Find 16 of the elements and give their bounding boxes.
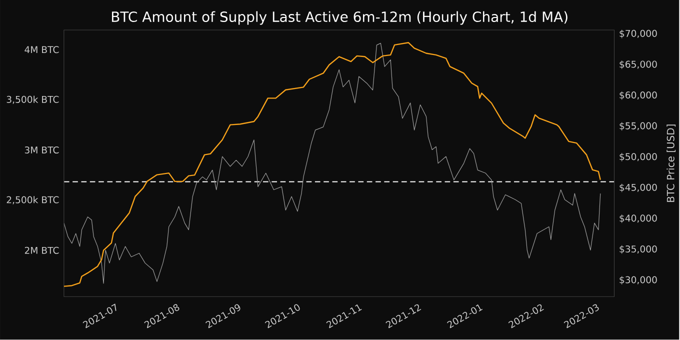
y-tick-label: 3M BTC [24,146,59,154]
y2-tick-label: $55,000 [620,122,657,131]
y-tick-label: 3,500k BTC [6,96,59,104]
y2-tick-label: $40,000 [620,214,657,224]
y2-tick-label: $45,000 [620,184,657,192]
y-tick-label: 2M BTC [24,247,59,254]
y2-tick-label: $35,000 [620,246,657,254]
y-tick-label: 2,500k BTC [6,196,59,204]
y2-tick-label: $65,000 [620,60,657,70]
y2-tick-label: $70,000 [620,30,657,38]
chart-title: BTC Amount of Supply Last Active 6m-12m (Hourly Chart, 1d MA) [112,11,568,25]
y2-axis-title: BTC Price [USD] [666,124,676,202]
y2-tick-label: $60,000 [620,92,657,100]
y2-tick-label: $50,000 [620,153,657,162]
y2-tick-label: $30,000 [620,276,657,285]
y-tick-label: 4M BTC [24,46,59,54]
